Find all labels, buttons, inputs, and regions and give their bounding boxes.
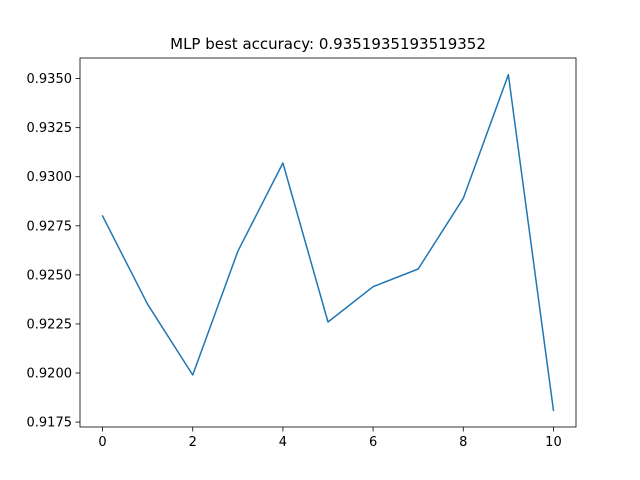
y-tick-label: 0.9325 (27, 121, 73, 136)
x-tick-label: 6 (369, 435, 377, 450)
x-tick-label: 4 (279, 435, 287, 450)
series-line (101, 73, 555, 412)
y-tick-label: 0.9250 (27, 268, 73, 283)
axes-frame (79, 57, 577, 428)
x-tick-label: 8 (459, 435, 467, 450)
plot-area: 0 2 4 6 8 10 0.9175 0.9200 0.9225 0.9250 0.9275 0.9… (27, 57, 577, 450)
y-tick-label: 0.9200 (27, 367, 73, 382)
y-tick-label: 0.9300 (27, 170, 73, 185)
x-tick-label: 0 (98, 435, 106, 450)
y-tick-label: 0.9225 (27, 317, 73, 332)
chart-title: MLP best accuracy: 0.9351935193519352 (170, 35, 486, 53)
y-tick-label: 0.9350 (27, 72, 73, 87)
x-tick-label: 2 (189, 435, 197, 450)
x-tick-label: 10 (545, 435, 562, 450)
y-tick-label: 0.9175 (27, 416, 73, 431)
y-tick-label: 0.9275 (27, 219, 73, 234)
